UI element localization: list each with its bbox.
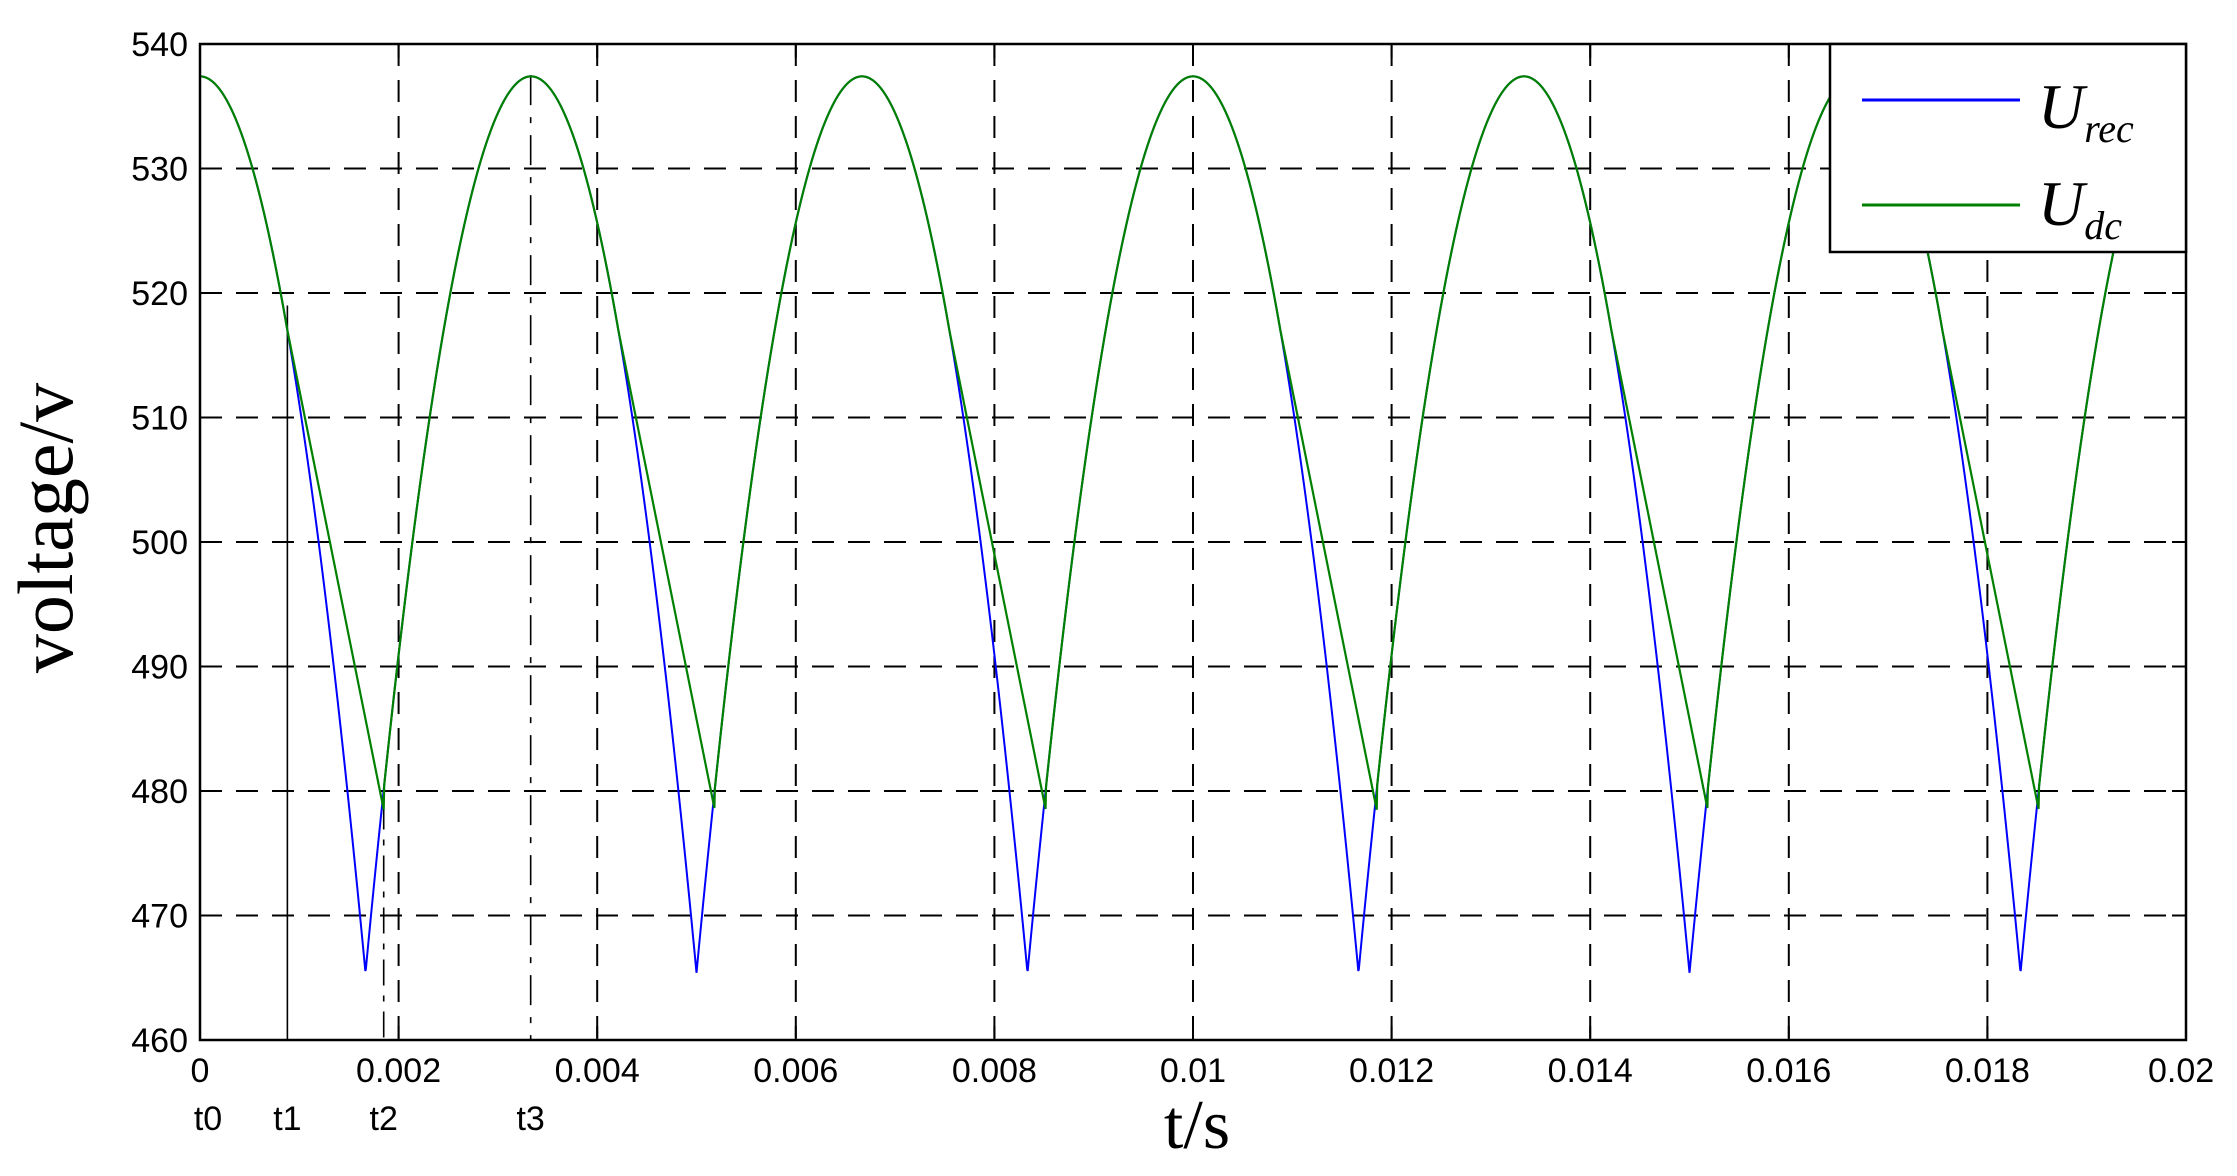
time-marker-label-t2: t2 [370, 1100, 398, 1138]
x-tick-label: 0.012 [1349, 1052, 1434, 1090]
x-tick-label: 0 [191, 1052, 210, 1090]
time-marker-label-t1: t1 [273, 1100, 301, 1138]
time-marker-layer [286, 75, 532, 1040]
y-tick-label: 510 [131, 400, 188, 438]
legend-box [1828, 42, 2188, 254]
x-tick-label: 0.004 [555, 1052, 640, 1090]
x-tick-label: 0.018 [1945, 1052, 2030, 1090]
y-tick-label: 490 [131, 649, 188, 687]
x-tick-label: 0.002 [356, 1052, 441, 1090]
legend: Urec Udc [1828, 42, 2188, 254]
y-tick-label: 500 [131, 524, 188, 562]
x-tick-label: 0.008 [952, 1052, 1037, 1090]
y-tick-label: 460 [131, 1022, 188, 1060]
legend-label-u-dc-sub: dc [2084, 203, 2122, 248]
x-tick-label: 0.014 [1548, 1052, 1633, 1090]
x-tick-label: 0.006 [753, 1052, 838, 1090]
x-axis-label: t/s [1164, 1087, 1230, 1164]
x-tick-label: 0.016 [1746, 1052, 1831, 1090]
legend-label-u-dc: Udc [2038, 168, 2122, 248]
legend-label-u-rec-sub: rec [2084, 106, 2134, 151]
y-axis-label: voltage/v [2, 383, 89, 673]
x-tick-label: 0.01 [1160, 1052, 1226, 1090]
x-tick-label: 0.02 [2148, 1052, 2214, 1090]
y-tick-label: 470 [131, 898, 188, 936]
y-tick-label: 530 [131, 151, 188, 189]
tick-layer: 460 470 480 490 500 510 520 530 540 0 0.002 0.004 0.… [131, 26, 2214, 1138]
time-marker-label-t0: t0 [194, 1100, 222, 1138]
legend-label-u-dc-base: U [2038, 168, 2088, 239]
y-tick-label: 480 [131, 773, 188, 811]
time-marker-label-t3: t3 [516, 1100, 544, 1138]
legend-label-u-rec: Urec [2038, 71, 2134, 151]
y-tick-label: 540 [131, 26, 188, 64]
legend-label-u-rec-base: U [2038, 71, 2088, 142]
y-tick-label: 520 [131, 275, 188, 313]
